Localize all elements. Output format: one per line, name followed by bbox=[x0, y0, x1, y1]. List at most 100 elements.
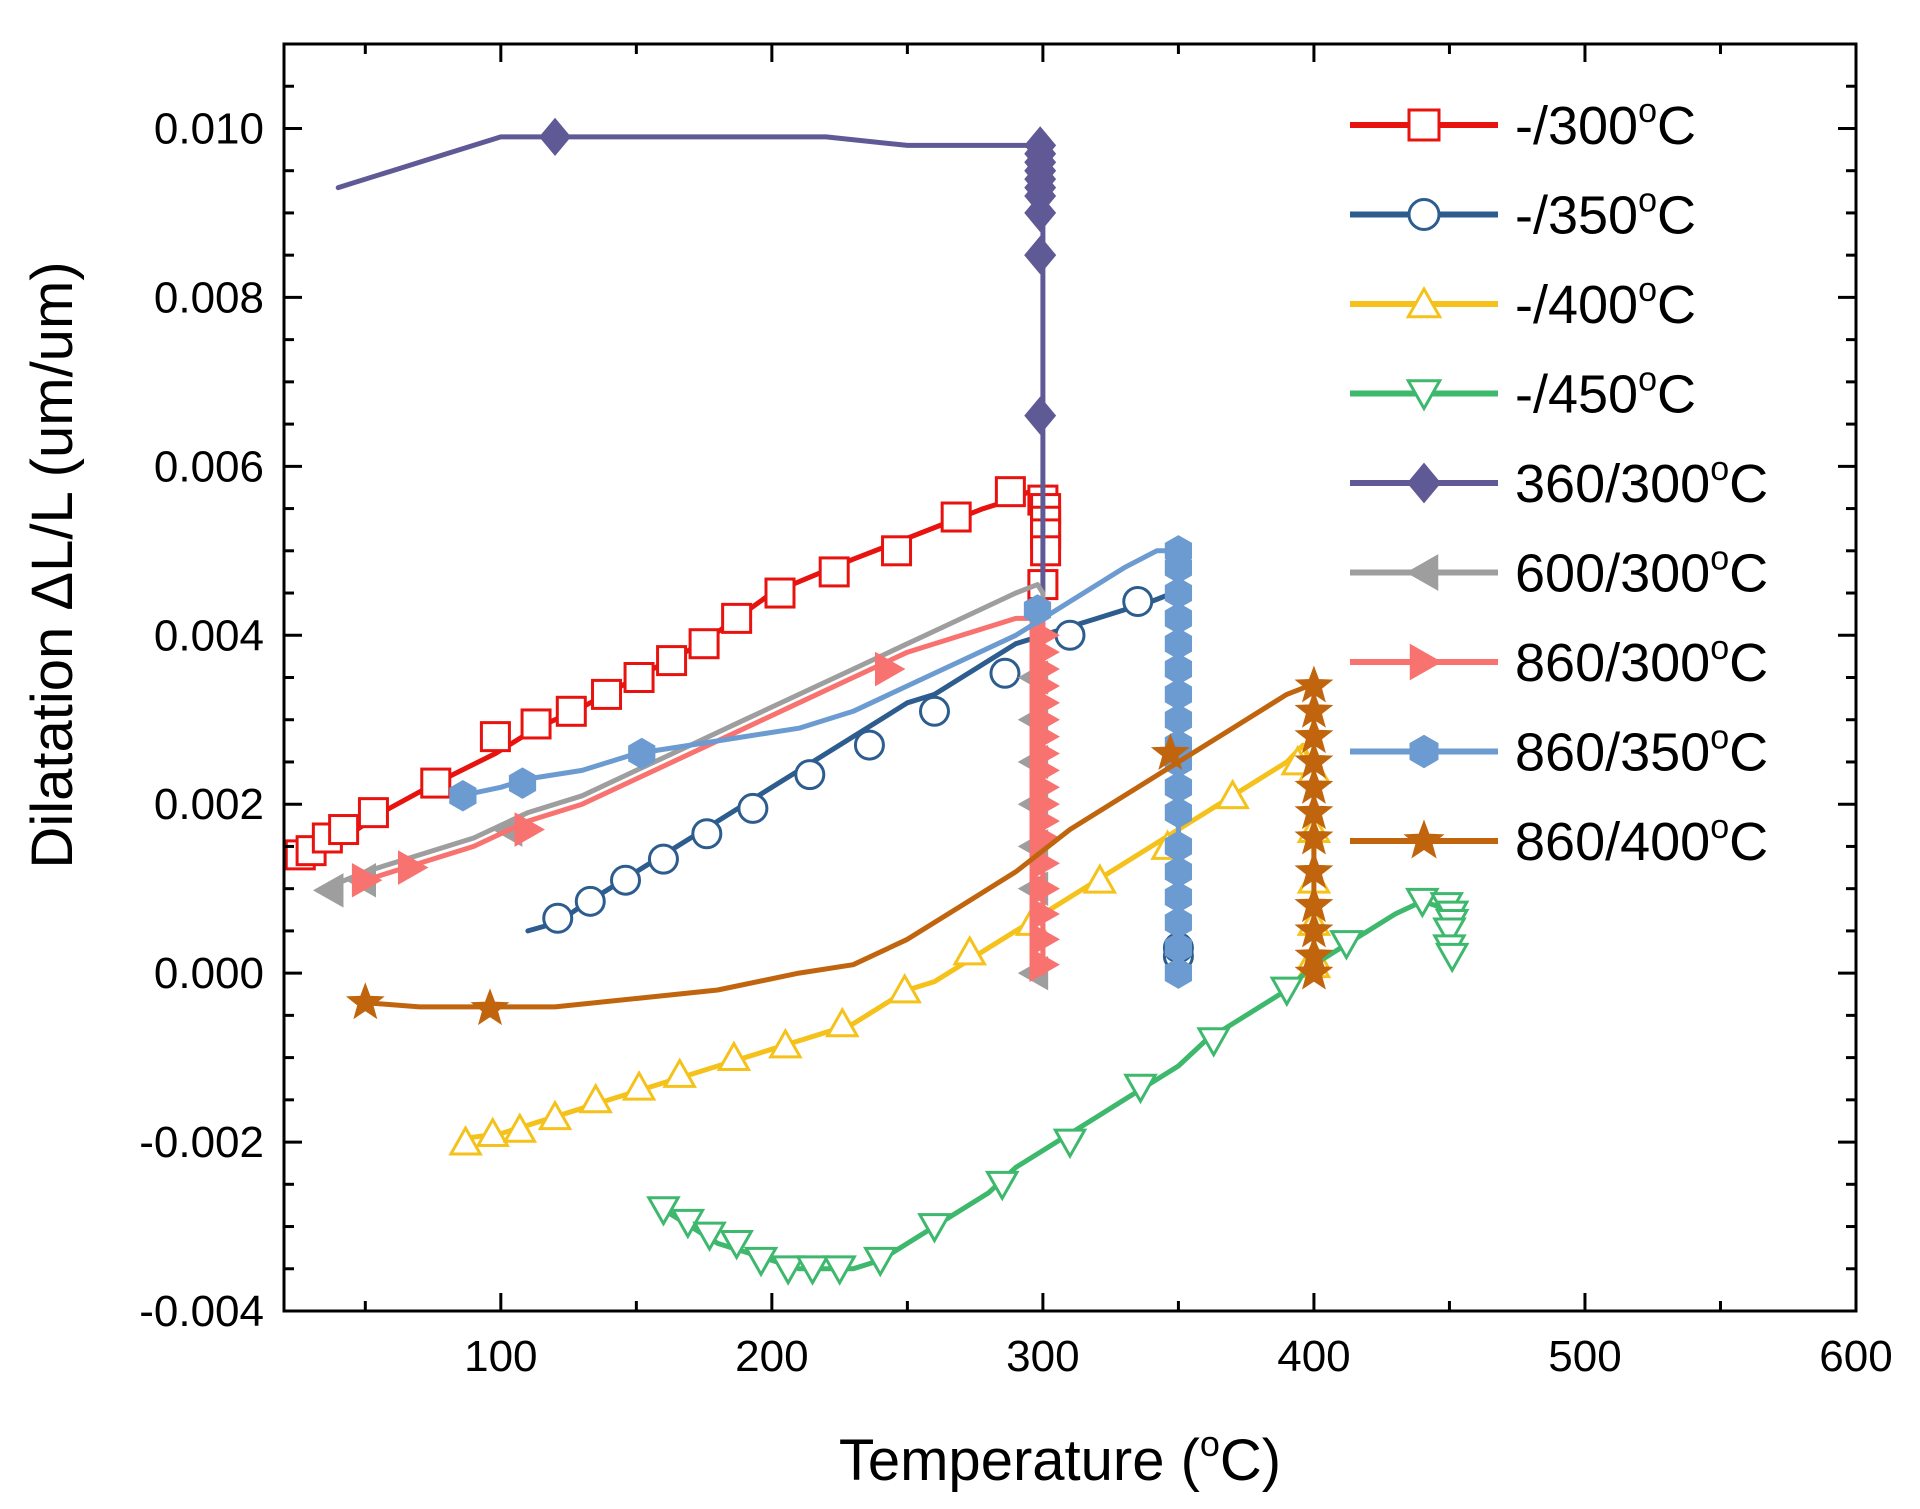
data-point bbox=[591, 678, 623, 710]
data-point bbox=[555, 695, 587, 727]
legend-label: 360/300oC bbox=[1515, 450, 1768, 514]
data-point bbox=[621, 1070, 657, 1101]
series-1 bbox=[525, 585, 1194, 972]
y-tick-label: -0.002 bbox=[139, 1118, 264, 1167]
legend-marker bbox=[1405, 554, 1439, 591]
axes-layer: 100 200 300 400 500 600 -0.004 -0.002 0.000 0.002… bbox=[139, 42, 1893, 1381]
data-point bbox=[520, 708, 552, 740]
data-point bbox=[989, 657, 1021, 689]
data-point bbox=[795, 1255, 830, 1286]
data-point bbox=[1024, 236, 1057, 275]
data-point bbox=[537, 1099, 573, 1131]
legend-entry: 600/300oC bbox=[1350, 540, 1768, 604]
data-point bbox=[328, 814, 360, 846]
y-tick-label: 0.008 bbox=[154, 273, 264, 322]
data-point bbox=[1434, 942, 1470, 974]
series-line bbox=[660, 898, 1458, 1272]
data-point bbox=[719, 1230, 754, 1261]
data-point bbox=[1122, 585, 1154, 617]
data-point bbox=[1164, 957, 1193, 989]
data-point bbox=[1294, 952, 1334, 990]
legend-marker bbox=[1405, 379, 1443, 412]
data-point bbox=[448, 1125, 483, 1156]
data-point bbox=[1029, 871, 1060, 906]
data-point bbox=[351, 862, 383, 898]
legend-entry: -/400oC bbox=[1350, 271, 1696, 335]
data-point bbox=[1082, 863, 1118, 894]
data-point bbox=[542, 902, 574, 934]
data-point bbox=[1029, 896, 1060, 932]
x-axis-title: Temperature (oC) bbox=[839, 1423, 1281, 1493]
data-point bbox=[539, 117, 571, 157]
y-tick-label: 0.006 bbox=[154, 442, 264, 491]
data-point bbox=[1329, 930, 1364, 961]
data-point bbox=[578, 1082, 613, 1114]
data-point bbox=[574, 885, 606, 917]
y-axis-title: Dilatation ΔL/L (um/um) bbox=[20, 261, 85, 868]
legend-entry: -/450oC bbox=[1350, 361, 1696, 425]
data-point bbox=[1023, 594, 1052, 626]
legend-label: 600/300oC bbox=[1515, 540, 1768, 604]
data-point bbox=[770, 1255, 806, 1286]
legend-entry: 860/300oC bbox=[1350, 629, 1768, 693]
legend-marker bbox=[1407, 462, 1441, 504]
data-point bbox=[688, 628, 720, 660]
data-point bbox=[984, 1170, 1020, 1202]
data-point bbox=[825, 1006, 860, 1038]
data-point bbox=[881, 535, 913, 567]
data-point bbox=[1294, 851, 1334, 889]
data-point bbox=[737, 792, 769, 824]
data-point bbox=[1123, 1073, 1158, 1105]
data-point bbox=[862, 1246, 898, 1278]
legend-label: 860/350oC bbox=[1515, 719, 1768, 783]
data-point bbox=[479, 721, 511, 753]
data-point bbox=[646, 1196, 681, 1227]
data-point bbox=[475, 1116, 510, 1148]
legend-entry: 860/400oC bbox=[1350, 808, 1768, 872]
data-point bbox=[1196, 1027, 1231, 1058]
legend-marker bbox=[1409, 643, 1443, 681]
data-point bbox=[721, 602, 753, 634]
data-point bbox=[940, 501, 972, 533]
y-tick-label: -0.004 bbox=[139, 1287, 264, 1336]
legend-marker bbox=[1405, 285, 1443, 319]
y-tick-label: 0.000 bbox=[154, 949, 264, 998]
data-point bbox=[1269, 976, 1305, 1008]
x-tick-label: 100 bbox=[464, 1332, 537, 1381]
data-point bbox=[853, 729, 885, 761]
legend-label: -/300oC bbox=[1515, 92, 1696, 156]
data-point bbox=[449, 780, 477, 812]
data-point bbox=[656, 645, 688, 677]
legend-label: 860/400oC bbox=[1515, 808, 1768, 872]
data-point bbox=[1054, 619, 1086, 651]
legend-marker bbox=[1407, 108, 1441, 142]
data-point bbox=[1164, 796, 1193, 829]
y-tick-label: 0.010 bbox=[154, 104, 264, 153]
data-point bbox=[1024, 396, 1057, 435]
data-point bbox=[1215, 778, 1250, 810]
legend-label: -/450oC bbox=[1515, 361, 1696, 425]
data-point bbox=[1052, 1128, 1088, 1160]
data-point bbox=[764, 577, 796, 609]
data-point bbox=[610, 864, 642, 896]
data-point bbox=[692, 1221, 727, 1253]
data-point bbox=[1029, 820, 1060, 856]
data-point bbox=[918, 695, 950, 727]
series-layer bbox=[284, 117, 1470, 1286]
legend-marker bbox=[1407, 198, 1441, 231]
legend-entry: -/350oC bbox=[1350, 182, 1696, 246]
legend-entry: 360/300oC bbox=[1350, 450, 1768, 514]
y-tick-label: 0.002 bbox=[154, 780, 264, 829]
y-tick-label: 0.004 bbox=[154, 611, 264, 660]
series-8 bbox=[345, 665, 1334, 1026]
series-4 bbox=[335, 117, 1057, 596]
data-point bbox=[1150, 733, 1190, 771]
data-point bbox=[313, 873, 344, 908]
series-line bbox=[457, 548, 1181, 976]
data-point bbox=[1029, 947, 1060, 982]
legend-marker bbox=[1403, 819, 1445, 859]
data-point bbox=[768, 1027, 803, 1059]
data-point bbox=[502, 1112, 538, 1143]
